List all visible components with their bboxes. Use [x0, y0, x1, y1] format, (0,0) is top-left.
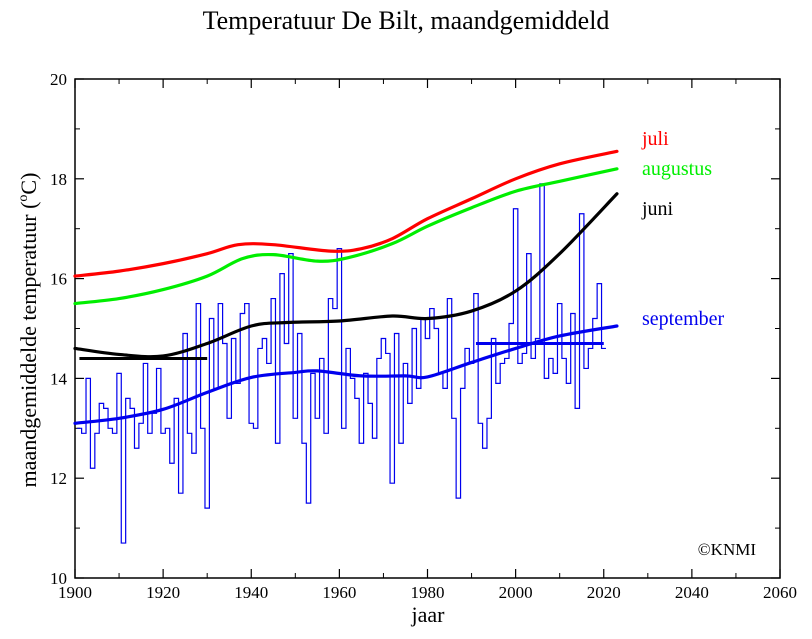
legend: juli augustus juni september [641, 128, 725, 330]
x-tick-label-1980: 1980 [411, 583, 445, 602]
y-tick-label-10: 10 [50, 569, 67, 588]
y-axis-label-main: maandgemiddelde temperatuur ( [16, 202, 41, 488]
reference-lines [79, 341, 604, 360]
legend-label-juli: juli [641, 128, 669, 150]
y-tick-label-16: 16 [50, 270, 67, 289]
x-tick-label-1900: 1900 [58, 583, 92, 602]
september-yearly-series [77, 183, 606, 544]
x-tick-label-2040: 2040 [675, 583, 709, 602]
series-line-september [73, 324, 619, 425]
x-axis-ticks: 1900 1920 1940 1960 1980 2000 2020 2040 2060 [58, 79, 797, 602]
x-tick-label-1940: 1940 [234, 583, 268, 602]
legend-label-september: september [642, 308, 725, 330]
y-tick-label-20: 20 [50, 70, 67, 89]
y-tick-label-18: 18 [50, 170, 67, 189]
x-tick-label-1960: 1960 [322, 583, 356, 602]
y-tick-label-14: 14 [50, 369, 68, 388]
series-line-juli [73, 149, 619, 278]
y-axis-label: maandgemiddelde temperatuur (oC) [16, 173, 41, 488]
knmi-credit: ©KNMI [698, 540, 757, 559]
x-tick-label-2060: 2060 [763, 583, 797, 602]
chart-title: Temperatuur De Bilt, maandgemiddeld [202, 6, 610, 35]
smoothed-series [73, 149, 619, 425]
series-line-augustus [73, 167, 619, 306]
legend-label-augustus: augustus [642, 158, 712, 180]
legend-label-juni: juni [641, 198, 674, 220]
x-tick-label-1920: 1920 [146, 583, 180, 602]
september-yearly-line [77, 183, 606, 544]
y-axis-ticks: 10 12 14 16 18 20 [50, 70, 780, 588]
y-axis-label-sup: o [16, 195, 31, 202]
x-axis-label: jaar [411, 602, 446, 627]
x-tick-label-2000: 2000 [499, 583, 533, 602]
x-tick-label-2020: 2020 [587, 583, 621, 602]
series-line-juni [73, 192, 619, 359]
y-axis-label-end: C) [16, 173, 41, 195]
y-tick-label-12: 12 [50, 469, 67, 488]
